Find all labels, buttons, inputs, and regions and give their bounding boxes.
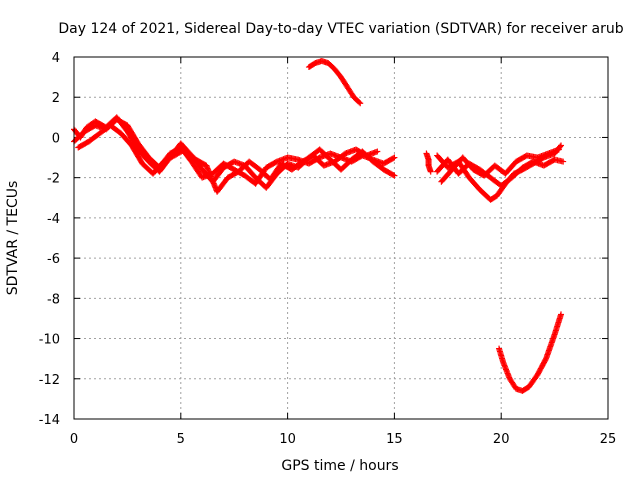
series-track-5 xyxy=(423,150,434,175)
x-tick-label: 0 xyxy=(70,432,78,447)
y-tick-label: 4 xyxy=(52,51,60,66)
data-point xyxy=(390,155,397,162)
plot-frame xyxy=(73,56,609,420)
y-tick-label: 0 xyxy=(52,131,60,146)
x-tick-label: 20 xyxy=(493,432,510,447)
data-point xyxy=(391,172,398,179)
x-tick-label: 15 xyxy=(386,432,403,447)
data-point xyxy=(427,168,434,175)
y-tick-label: -2 xyxy=(47,172,60,187)
data-point xyxy=(391,154,398,161)
data-point xyxy=(357,100,364,107)
series-track-3 xyxy=(75,122,381,195)
data-point xyxy=(558,311,565,318)
x-tick-label: 10 xyxy=(279,432,296,447)
series-track-8 xyxy=(438,146,562,185)
data-point xyxy=(390,171,397,178)
series-track-6 xyxy=(434,142,565,203)
data-point xyxy=(558,142,565,149)
data-point xyxy=(555,146,562,153)
y-tick-label: -12 xyxy=(39,373,60,388)
data-point xyxy=(560,158,567,165)
y-tick-label: -14 xyxy=(39,413,60,428)
x-axis-label: GPS time / hours xyxy=(281,458,398,474)
axis-ticks: 0 5 10 15 20 25 -14 -12 -10 -8 -6 -4 -2 0 2 4 xyxy=(39,51,617,447)
data-point xyxy=(374,148,381,155)
y-tick-label: -8 xyxy=(47,292,60,307)
grid xyxy=(74,57,608,419)
chart-title: Day 124 of 2021, Sidereal Day-to-day VTE… xyxy=(58,21,623,37)
data-point xyxy=(356,99,363,106)
x-tick-label: 5 xyxy=(177,432,185,447)
y-tick-label: 2 xyxy=(52,91,60,106)
series-track-9 xyxy=(496,311,565,394)
y-tick-label: -4 xyxy=(47,212,60,227)
data-point xyxy=(557,143,564,150)
series-track-4 xyxy=(305,58,364,107)
y-tick-label: -6 xyxy=(47,252,60,267)
data-points xyxy=(71,58,567,394)
y-tick-label: -10 xyxy=(39,333,60,348)
y-axis-label: SDTVAR / TECUs xyxy=(5,181,21,296)
x-tick-label: 25 xyxy=(600,432,617,447)
